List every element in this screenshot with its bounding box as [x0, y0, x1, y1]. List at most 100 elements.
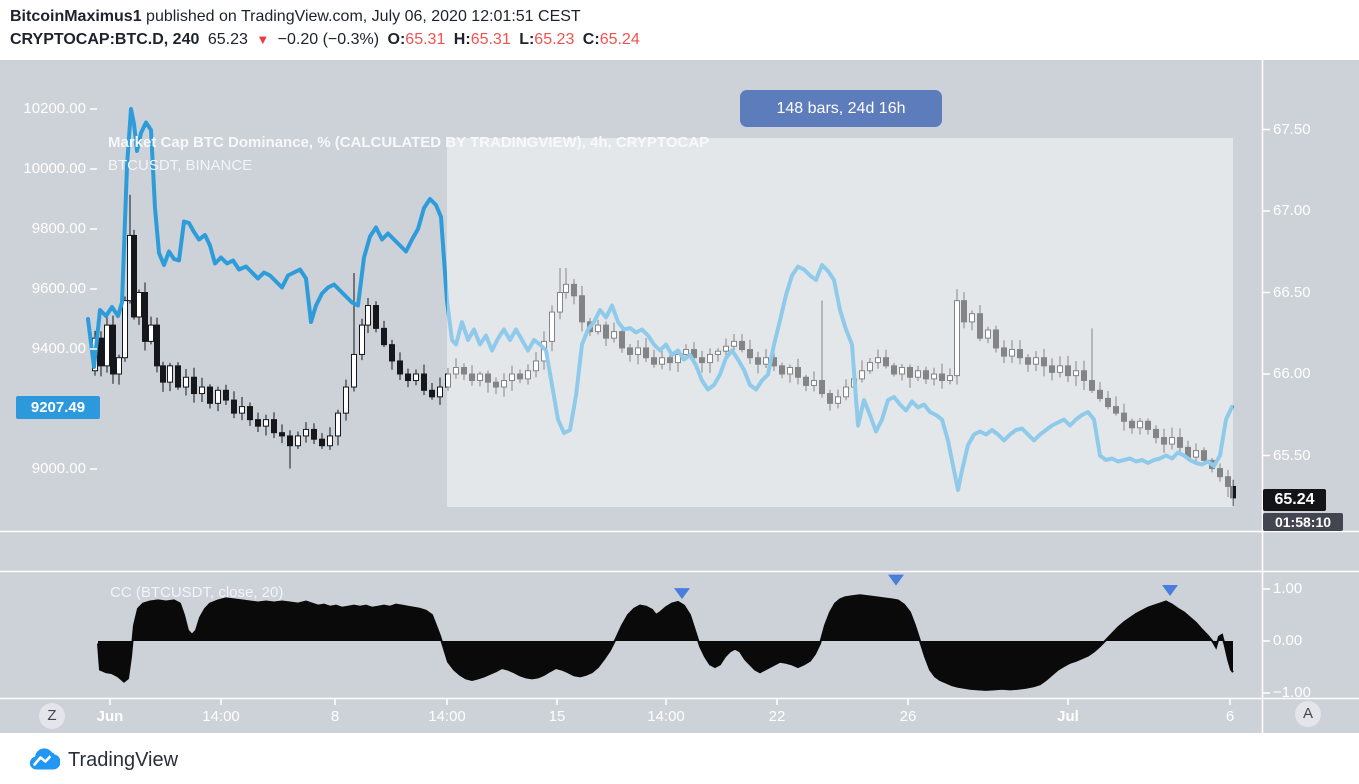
candle-body: [160, 365, 166, 383]
candle-body: [795, 366, 801, 378]
candle-body: [779, 365, 785, 375]
candle-body: [351, 353, 357, 388]
author-name[interactable]: BitcoinMaximus1: [10, 8, 142, 25]
chart-region[interactable]: Market Cap BTC Dominance, % (CALCULATED …: [0, 60, 1359, 733]
time-axis-label: Jul: [1057, 708, 1079, 725]
candle-body: [207, 386, 213, 404]
candle-body: [327, 435, 333, 447]
candle-body: [643, 347, 649, 359]
candle-body: [295, 435, 301, 447]
scale-z-button[interactable]: Z: [39, 703, 65, 729]
candle-body: [1089, 380, 1095, 391]
candle-body: [619, 331, 625, 349]
tradingview-logo-icon[interactable]: [28, 747, 60, 773]
publish-info: published on TradingView.com, July 06, 2…: [141, 8, 581, 25]
candle-body: [611, 331, 617, 339]
candle-body: [891, 365, 897, 375]
candle-body: [405, 373, 411, 382]
candle-body: [907, 366, 913, 378]
candle-body: [167, 365, 173, 383]
candle-body: [954, 300, 960, 377]
cc-line: [97, 594, 1234, 691]
candle-body: [835, 396, 841, 404]
left-axis-label: 9600.00: [31, 280, 86, 297]
scale-a-button[interactable]: A: [1295, 701, 1321, 727]
candle-body: [477, 373, 483, 382]
candle-body: [1025, 357, 1031, 365]
candle-body: [154, 324, 160, 367]
candle-body: [397, 360, 403, 375]
candle-body: [485, 373, 491, 383]
time-axis-label: 26: [899, 708, 917, 725]
candle-body: [110, 324, 116, 375]
candle-body: [827, 393, 833, 404]
down-marker-icon: [888, 574, 904, 586]
overlay-symbol-title: BTCUSDT, BINANCE: [108, 157, 253, 174]
candle-body: [875, 357, 881, 364]
candle-body: [667, 357, 673, 364]
candle-body: [1049, 365, 1055, 373]
candle-body: [517, 373, 523, 380]
candle-body: [803, 376, 809, 386]
candle-body: [947, 375, 953, 382]
left-axis-label: 9400.00: [31, 340, 86, 357]
chart-canvas[interactable]: [0, 60, 1359, 733]
candle-body: [1201, 450, 1207, 461]
candle-body: [651, 357, 657, 365]
candle-body: [579, 295, 585, 323]
right-axis-label: 67.50: [1273, 120, 1311, 138]
candle-body: [747, 349, 753, 359]
right-axis-label: 67.00: [1273, 202, 1311, 219]
time-axis-label: 8: [330, 708, 340, 725]
candle-body: [595, 324, 601, 333]
candle-body: [533, 360, 539, 372]
time-axis-label: 22: [768, 708, 786, 725]
candle-body: [1105, 397, 1111, 408]
left-axis-label: 9000.00: [31, 460, 86, 477]
candle-body: [1017, 349, 1023, 359]
candle-body: [867, 362, 873, 372]
candle-body: [263, 419, 269, 427]
candle-body: [1193, 450, 1199, 458]
candle-body: [239, 406, 245, 414]
time-axis-label: 14:00: [647, 708, 685, 725]
down-triangle-icon: ▼: [256, 32, 270, 47]
brand-name[interactable]: TradingView: [68, 748, 179, 771]
candle-body: [1169, 437, 1175, 445]
candle-body: [493, 381, 499, 388]
candle-body: [335, 412, 341, 437]
candle-body: [1217, 468, 1223, 478]
candle-body: [525, 370, 531, 380]
candle-body: [985, 329, 991, 339]
time-axis-label: 14:00: [428, 708, 466, 725]
candle-body: [142, 292, 148, 342]
candle-body: [915, 370, 921, 378]
candle-body: [1137, 420, 1143, 429]
candle-body: [319, 438, 325, 447]
candle-body: [343, 386, 349, 414]
candle-body: [883, 357, 889, 367]
measure-tooltip: 148 bars, 24d 16h: [740, 90, 942, 127]
last-value: 65.23: [207, 31, 248, 48]
close-label: C:: [582, 31, 600, 48]
candle-body: [136, 292, 142, 318]
main-symbol-title: Market Cap BTC Dominance, % (CALCULATED …: [108, 134, 710, 151]
candle-body: [707, 353, 713, 364]
btcusdt-last-price-label: 9207.49: [16, 396, 100, 419]
candle-body: [469, 373, 475, 382]
candle-body: [104, 324, 110, 367]
btcusdt-price-line: [86, 107, 1234, 492]
candle-body: [247, 406, 253, 421]
symbol-interval[interactable]: CRYPTOCAP:BTC.D, 240: [10, 31, 200, 48]
candle-body: [183, 376, 189, 388]
indicator-title: CC (BTCUSDT, close, 20): [110, 584, 284, 601]
open-value: 65.31: [405, 31, 446, 48]
right-axis-label: 65.50: [1273, 446, 1311, 464]
footer: TradingView: [28, 744, 178, 776]
down-marker-icon: [1162, 585, 1178, 597]
bar-countdown-label: 01:58:10: [1263, 513, 1343, 531]
left-axis-label: 10200.00: [23, 100, 86, 117]
candle-body: [359, 324, 365, 355]
candle-body: [311, 428, 317, 440]
